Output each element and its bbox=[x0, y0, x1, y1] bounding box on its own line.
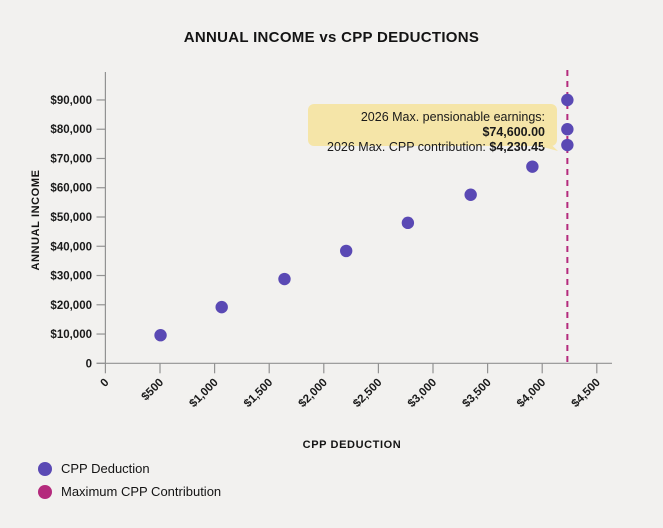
y-tick-label: $60,000 bbox=[50, 183, 92, 195]
annotation-line1-value: $74,600.00 bbox=[482, 125, 545, 139]
y-tick-label: $10,000 bbox=[50, 329, 92, 341]
data-point bbox=[339, 244, 353, 258]
data-point bbox=[464, 188, 477, 201]
y-tick-label: 0 bbox=[86, 358, 92, 370]
y-tick-label: $70,000 bbox=[50, 153, 92, 165]
y-tick-label: $80,000 bbox=[50, 124, 92, 136]
y-tick-label: $40,000 bbox=[50, 241, 92, 253]
annotation-tail-icon bbox=[543, 137, 558, 151]
x-tick-label: $2,500 bbox=[351, 377, 384, 410]
legend-label: CPP Deduction bbox=[61, 461, 150, 476]
legend-item-maximum-cpp-contribution: Maximum CPP Contribution bbox=[38, 484, 221, 499]
y-tick-label: $90,000 bbox=[50, 95, 92, 107]
legend-label: Maximum CPP Contribution bbox=[61, 484, 222, 499]
chart-title: ANNUAL INCOME vs CPP DEDUCTIONS bbox=[183, 29, 480, 46]
data-point bbox=[278, 272, 291, 286]
x-tick-label: $4,500 bbox=[570, 377, 603, 410]
x-tick-label: 0 bbox=[99, 377, 112, 390]
legend-marker-icon bbox=[38, 484, 52, 499]
annotation-box: 2026 Max. pensionable earnings: $74,600.… bbox=[308, 104, 558, 154]
annotation-line-1: 2026 Max. pensionable earnings: $74,600.… bbox=[308, 110, 545, 140]
data-point bbox=[561, 93, 574, 107]
annotation-line1-label: 2026 Max. pensionable earnings: bbox=[360, 110, 545, 124]
x-axis-title: CPP DEDUCTION bbox=[302, 439, 402, 451]
annotation-line2-label: 2026 Max. CPP contribution: bbox=[327, 140, 490, 154]
y-axis-title: ANNUAL INCOME bbox=[30, 169, 42, 271]
legend: CPP Deduction Maximum CPP Contribution bbox=[38, 461, 221, 499]
legend-marker-icon bbox=[38, 461, 52, 476]
x-tick-label: $2,000 bbox=[297, 377, 330, 410]
x-tick-label: $1,000 bbox=[187, 377, 220, 410]
annotation-line2-value: $4,230.45 bbox=[489, 140, 545, 154]
data-point bbox=[154, 329, 167, 342]
x-tick-label: $4,000 bbox=[515, 377, 548, 410]
y-tick-label: $20,000 bbox=[50, 300, 92, 312]
data-point bbox=[561, 138, 574, 152]
x-tick-label: $1,500 bbox=[242, 377, 275, 410]
y-tick-label: $50,000 bbox=[50, 212, 92, 224]
data-point bbox=[401, 216, 415, 230]
legend-item-cpp-deduction: CPP Deduction bbox=[38, 461, 221, 476]
annotation-line-2: 2026 Max. CPP contribution: $4,230.45 bbox=[308, 140, 545, 155]
x-tick-label: $500 bbox=[140, 377, 167, 404]
data-point bbox=[561, 123, 574, 136]
x-tick-label: $3,500 bbox=[460, 377, 493, 410]
data-point bbox=[526, 160, 539, 173]
y-tick-label: $30,000 bbox=[50, 271, 92, 283]
data-point bbox=[215, 300, 228, 314]
x-tick-label: $3,000 bbox=[406, 377, 439, 410]
